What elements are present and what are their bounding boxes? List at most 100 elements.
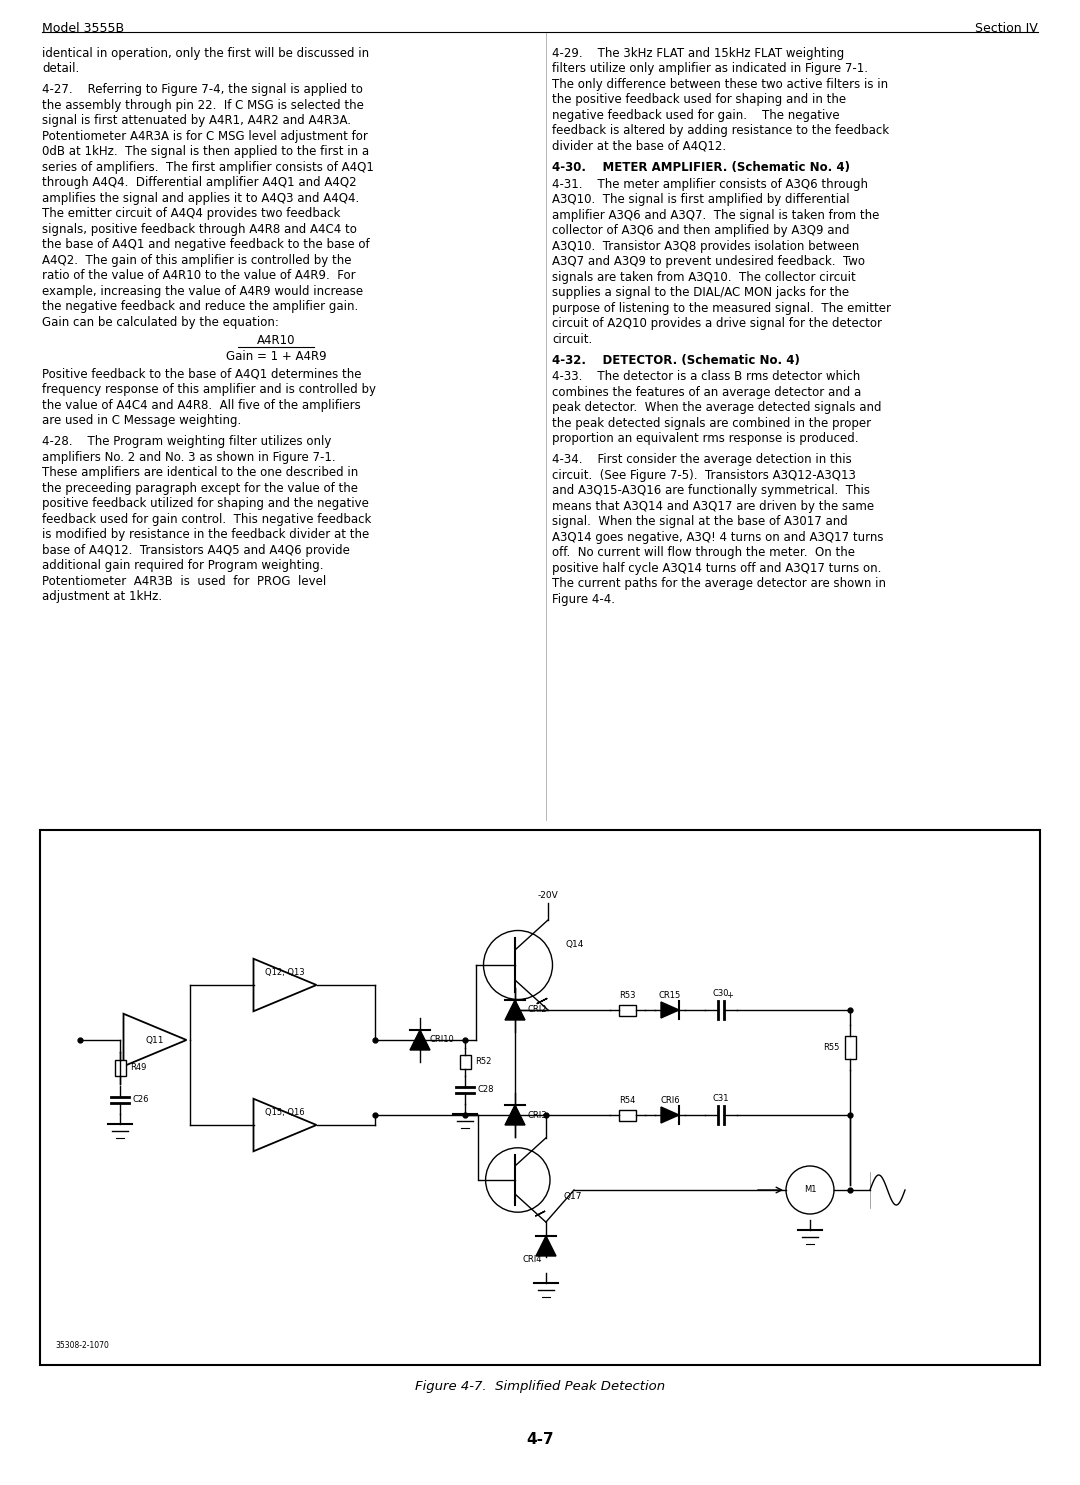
Text: R55: R55: [824, 1042, 840, 1051]
Text: CRI4: CRI4: [523, 1255, 542, 1264]
Text: The emitter circuit of A4Q4 provides two feedback: The emitter circuit of A4Q4 provides two…: [42, 208, 340, 220]
Polygon shape: [536, 1212, 545, 1216]
Bar: [114, 1060, 125, 1077]
Text: CRI6: CRI6: [660, 1096, 679, 1105]
Text: 4-33.    The detector is a class B rms detector which: 4-33. The detector is a class B rms dete…: [552, 370, 861, 383]
Text: feedback used for gain control.  This negative feedback: feedback used for gain control. This neg…: [42, 512, 372, 526]
Text: and A3Q15-A3Q16 are functionally symmetrical.  This: and A3Q15-A3Q16 are functionally symmetr…: [552, 484, 870, 497]
Text: signal.  When the signal at the base of A3017 and: signal. When the signal at the base of A…: [552, 515, 848, 529]
Text: CRI2: CRI2: [527, 1005, 546, 1014]
Text: R54: R54: [619, 1096, 636, 1105]
Text: the base of A4Q1 and negative feedback to the base of: the base of A4Q1 and negative feedback t…: [42, 239, 369, 251]
Text: The current paths for the average detector are shown in: The current paths for the average detect…: [552, 578, 886, 590]
Text: 4-28.    The Program weighting filter utilizes only: 4-28. The Program weighting filter utili…: [42, 435, 332, 448]
Text: Q11: Q11: [146, 1035, 164, 1044]
Text: C30: C30: [713, 989, 729, 998]
Text: -20V: -20V: [538, 891, 558, 900]
Text: frequency response of this amplifier and is controlled by: frequency response of this amplifier and…: [42, 383, 376, 396]
Text: proportion an equivalent rms response is produced.: proportion an equivalent rms response is…: [552, 432, 859, 446]
Text: the peak detected signals are combined in the proper: the peak detected signals are combined i…: [552, 417, 872, 429]
Text: circuit of A2Q10 provides a drive signal for the detector: circuit of A2Q10 provides a drive signal…: [552, 318, 882, 330]
Text: CRI10: CRI10: [430, 1035, 455, 1044]
Text: combines the features of an average detector and a: combines the features of an average dete…: [552, 386, 861, 398]
Text: Gain = 1 + A4R9: Gain = 1 + A4R9: [226, 350, 326, 362]
Text: 4-32.    DETECTOR. (Schematic No. 4): 4-32. DETECTOR. (Schematic No. 4): [552, 353, 800, 367]
Text: divider at the base of A4Q12.: divider at the base of A4Q12.: [552, 140, 726, 153]
Text: These amplifiers are identical to the one described in: These amplifiers are identical to the on…: [42, 466, 359, 480]
Text: 0dB at 1kHz.  The signal is then applied to the first in a: 0dB at 1kHz. The signal is then applied …: [42, 146, 369, 159]
Polygon shape: [536, 1236, 556, 1256]
Text: through A4Q4.  Differential amplifier A4Q1 and A4Q2: through A4Q4. Differential amplifier A4Q…: [42, 177, 356, 190]
Text: 4-31.    The meter amplifier consists of A3Q6 through: 4-31. The meter amplifier consists of A3…: [552, 178, 868, 190]
Text: Section IV: Section IV: [975, 22, 1038, 36]
Text: base of A4Q12.  Transistors A4Q5 and A4Q6 provide: base of A4Q12. Transistors A4Q5 and A4Q6…: [42, 544, 350, 557]
Text: +: +: [726, 990, 732, 999]
Bar: [619, 1109, 636, 1121]
Text: detail.: detail.: [42, 62, 79, 76]
Text: ratio of the value of A4R10 to the value of A4R9.  For: ratio of the value of A4R10 to the value…: [42, 269, 355, 282]
Text: Gain can be calculated by the equation:: Gain can be calculated by the equation:: [42, 316, 279, 330]
Text: 4-7: 4-7: [526, 1432, 554, 1446]
Text: Positive feedback to the base of A4Q1 determines the: Positive feedback to the base of A4Q1 de…: [42, 368, 362, 382]
Text: A4R10: A4R10: [257, 334, 295, 347]
Text: positive half cycle A3Q14 turns off and A3Q17 turns on.: positive half cycle A3Q14 turns off and …: [552, 561, 881, 575]
Text: Q14: Q14: [565, 940, 583, 949]
Text: example, increasing the value of A4R9 would increase: example, increasing the value of A4R9 wo…: [42, 285, 363, 298]
Text: feedback is altered by adding resistance to the feedback: feedback is altered by adding resistance…: [552, 125, 889, 138]
Text: R53: R53: [619, 990, 636, 999]
Text: 4-30.    METER AMPLIFIER. (Schematic No. 4): 4-30. METER AMPLIFIER. (Schematic No. 4): [552, 160, 850, 174]
Text: off.  No current will flow through the meter.  On the: off. No current will flow through the me…: [552, 546, 855, 560]
Text: Q15, Q16: Q15, Q16: [266, 1108, 305, 1118]
Text: peak detector.  When the average detected signals and: peak detector. When the average detected…: [552, 401, 881, 414]
Text: A4Q2.  The gain of this amplifier is controlled by the: A4Q2. The gain of this amplifier is cont…: [42, 254, 351, 267]
Text: Potentiometer A4R3A is for C MSG level adjustment for: Potentiometer A4R3A is for C MSG level a…: [42, 131, 368, 143]
Text: supplies a signal to the DIAL/AC MON jacks for the: supplies a signal to the DIAL/AC MON jac…: [552, 287, 849, 298]
Text: 4-27.    Referring to Figure 7-4, the signal is applied to: 4-27. Referring to Figure 7-4, the signa…: [42, 83, 363, 97]
Polygon shape: [537, 998, 548, 1004]
Text: the positive feedback used for shaping and in the: the positive feedback used for shaping a…: [552, 94, 846, 107]
Polygon shape: [505, 1105, 525, 1126]
Text: A3Q7 and A3Q9 to prevent undesired feedback.  Two: A3Q7 and A3Q9 to prevent undesired feedb…: [552, 255, 865, 269]
Text: The only difference between these two active filters is in: The only difference between these two ac…: [552, 79, 888, 91]
Text: the preceeding paragraph except for the value of the: the preceeding paragraph except for the …: [42, 483, 357, 495]
Text: R52: R52: [475, 1057, 491, 1066]
Text: amplifier A3Q6 and A3Q7.  The signal is taken from the: amplifier A3Q6 and A3Q7. The signal is t…: [552, 208, 879, 221]
Text: series of amplifiers.  The first amplifier consists of A4Q1: series of amplifiers. The first amplifie…: [42, 160, 374, 174]
Text: 4-34.    First consider the average detection in this: 4-34. First consider the average detecti…: [552, 453, 852, 466]
Text: is modified by resistance in the feedback divider at the: is modified by resistance in the feedbac…: [42, 529, 369, 542]
Text: A3Q10.  Transistor A3Q8 provides isolation between: A3Q10. Transistor A3Q8 provides isolatio…: [552, 239, 860, 252]
Text: A3Q14 goes negative, A3Q! 4 turns on and A3Q17 turns: A3Q14 goes negative, A3Q! 4 turns on and…: [552, 530, 883, 544]
Text: Q17: Q17: [563, 1192, 581, 1201]
Bar: [40, 830, 1040, 1365]
Text: circuit.  (See Figure 7-5).  Transistors A3Q12-A3Q13: circuit. (See Figure 7-5). Transistors A…: [552, 469, 855, 481]
Polygon shape: [410, 1031, 430, 1050]
Text: amplifiers No. 2 and No. 3 as shown in Figure 7-1.: amplifiers No. 2 and No. 3 as shown in F…: [42, 451, 336, 463]
Text: signals, positive feedback through A4R8 and A4C4 to: signals, positive feedback through A4R8 …: [42, 223, 356, 236]
Text: 4-29.    The 3kHz FLAT and 15kHz FLAT weighting: 4-29. The 3kHz FLAT and 15kHz FLAT weigh…: [552, 48, 845, 59]
Text: Figure 4-4.: Figure 4-4.: [552, 593, 615, 606]
Text: the assembly through pin 22.  If C MSG is selected the: the assembly through pin 22. If C MSG is…: [42, 99, 364, 111]
Text: C26: C26: [132, 1096, 149, 1105]
Text: CR15: CR15: [659, 990, 681, 999]
Text: M1: M1: [804, 1185, 816, 1194]
Bar: [619, 1004, 636, 1016]
Text: Figure 4-7.  Simplified Peak Detection: Figure 4-7. Simplified Peak Detection: [415, 1380, 665, 1393]
Text: filters utilize only amplifier as indicated in Figure 7-1.: filters utilize only amplifier as indica…: [552, 62, 868, 76]
Text: amplifies the signal and applies it to A4Q3 and A4Q4.: amplifies the signal and applies it to A…: [42, 192, 360, 205]
Text: adjustment at 1kHz.: adjustment at 1kHz.: [42, 591, 162, 603]
Text: additional gain required for Program weighting.: additional gain required for Program wei…: [42, 560, 324, 573]
Bar: [459, 1054, 471, 1069]
Text: identical in operation, only the first will be discussed in: identical in operation, only the first w…: [42, 48, 369, 59]
Polygon shape: [505, 999, 525, 1020]
Text: R49: R49: [130, 1063, 147, 1072]
Text: negative feedback used for gain.    The negative: negative feedback used for gain. The neg…: [552, 108, 839, 122]
Bar: [845, 1037, 855, 1059]
Text: Potentiometer  A4R3B  is  used  for  PROG  level: Potentiometer A4R3B is used for PROG lev…: [42, 575, 326, 588]
Text: positive feedback utilized for shaping and the negative: positive feedback utilized for shaping a…: [42, 497, 369, 511]
Text: C31: C31: [713, 1094, 729, 1103]
Text: 35308-2-1070: 35308-2-1070: [55, 1341, 109, 1350]
Text: collector of A3Q6 and then amplified by A3Q9 and: collector of A3Q6 and then amplified by …: [552, 224, 850, 238]
Text: Model 3555B: Model 3555B: [42, 22, 124, 36]
Text: purpose of listening to the measured signal.  The emitter: purpose of listening to the measured sig…: [552, 301, 891, 315]
Text: CRI3: CRI3: [527, 1111, 546, 1120]
